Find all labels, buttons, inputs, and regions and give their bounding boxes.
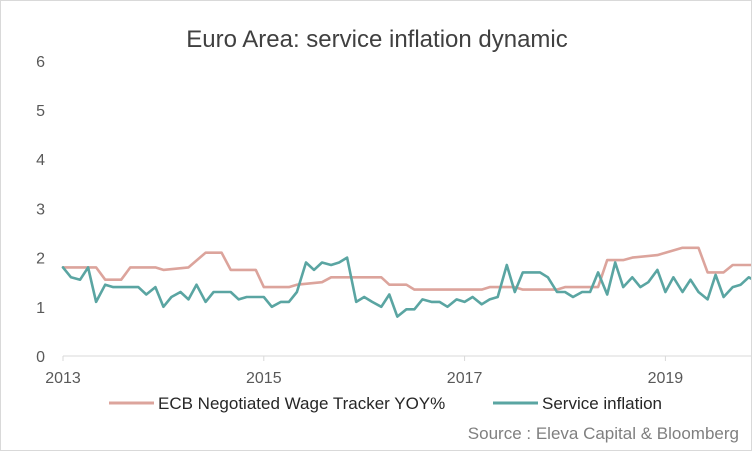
x-tick-label: 2015 (246, 370, 282, 387)
y-tick-label: 1 (36, 300, 45, 317)
source-note: Source : Eleva Capital & Bloomberg (468, 424, 739, 443)
legend: ECB Negotiated Wage Tracker YOY% Service… (109, 394, 662, 413)
y-tick-label: 5 (36, 103, 45, 120)
series-layer (61, 246, 751, 318)
series-line-wage-tracker (61, 246, 751, 291)
y-tick-label: 6 (36, 54, 45, 71)
series-line-service-inflation (61, 256, 751, 318)
x-tick-label: 2019 (648, 370, 684, 387)
chart-title: Euro Area: service inflation dynamic (186, 26, 568, 53)
x-axis: 2013201520172019202120232025 (45, 356, 684, 387)
y-tick-label: 2 (36, 251, 45, 268)
x-tick-label: 2013 (45, 370, 81, 387)
y-axis: 0 1 2 3 4 5 6 (36, 54, 45, 366)
y-tick-label: 0 (36, 349, 45, 366)
legend-label-wage-tracker: ECB Negotiated Wage Tracker YOY% (158, 394, 445, 413)
legend-label-service-inflation: Service inflation (542, 394, 662, 413)
y-tick-label: 3 (36, 201, 45, 218)
y-tick-label: 4 (36, 152, 45, 169)
x-tick-label: 2017 (447, 370, 483, 387)
